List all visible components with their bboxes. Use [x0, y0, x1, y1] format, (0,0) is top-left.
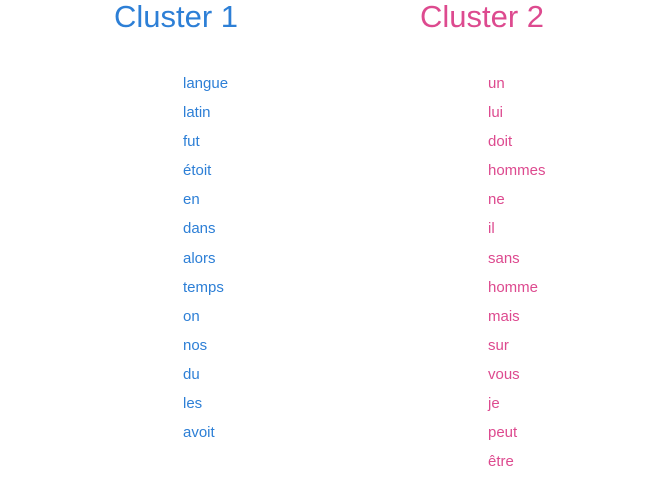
cluster-1-word: langue	[183, 75, 229, 92]
cluster-1-title: Cluster 1	[114, 0, 239, 34]
cluster-2-word: hommes	[488, 162, 546, 180]
cluster-1-word: latin	[183, 104, 211, 122]
cluster-1-word: étoit	[183, 162, 212, 180]
cluster-2-word: homme	[488, 278, 539, 296]
cluster-1-word: avoit	[183, 424, 215, 442]
cluster-1-word: alors	[183, 249, 216, 267]
cluster-1-word: nos	[183, 336, 208, 354]
cluster-2-word: mais	[488, 307, 520, 325]
cluster-1-word: dans	[183, 220, 216, 238]
cluster-2-word: sur	[488, 336, 509, 354]
cluster-1-word: fut	[183, 133, 200, 151]
cluster-2-word-list: un lui doit hommes ne il sans homme mais sur vous j…	[488, 75, 546, 482]
cluster-2-word: vous	[488, 365, 520, 383]
cluster-2-word: peut	[488, 424, 518, 442]
cluster-2-word: je	[488, 395, 500, 413]
cluster-2-word: être	[488, 453, 514, 471]
cluster-1-word-list: langue latin fut étoit en dans alors temps on nos…	[183, 75, 228, 453]
cluster-2-word: sans	[488, 249, 520, 267]
cluster-1-word: temps	[183, 278, 224, 296]
cluster-1-word: du	[183, 365, 200, 383]
cluster-2-title: Cluster 2	[420, 0, 545, 34]
cluster-2-word: doit	[488, 133, 513, 151]
cluster-2-word: ne	[488, 191, 505, 209]
cluster-2-word: il	[488, 220, 495, 238]
cluster-1-word: en	[183, 191, 200, 209]
cluster-1-word: on	[183, 307, 200, 325]
cluster-1-word: les	[183, 395, 203, 413]
cluster-2-word: lui	[488, 104, 504, 122]
cluster-2-word: un	[488, 75, 505, 92]
